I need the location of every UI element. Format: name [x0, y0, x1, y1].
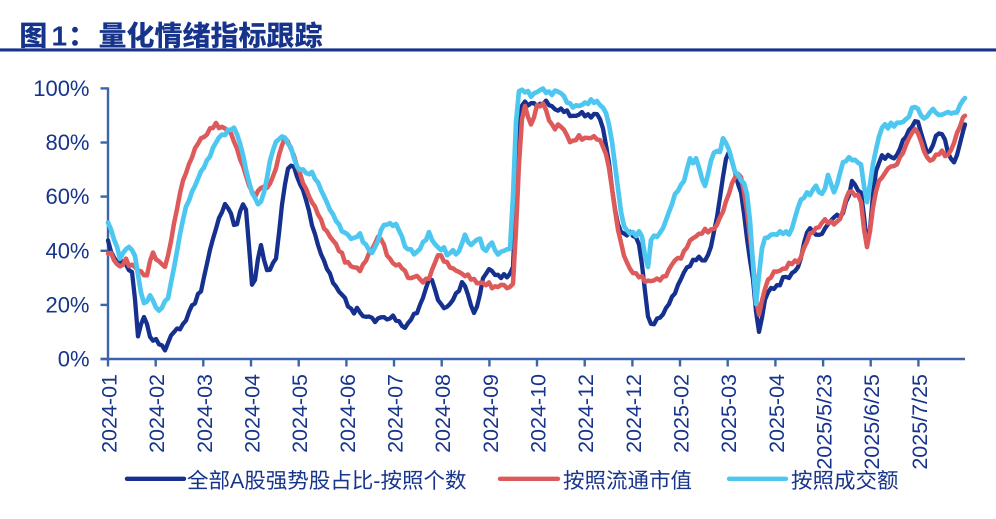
svg-text:1: 1 [52, 21, 68, 52]
svg-text:2025/5/23: 2025/5/23 [813, 374, 837, 470]
svg-text:100%: 100% [33, 76, 89, 101]
svg-text:40%: 40% [45, 238, 89, 263]
svg-text:20%: 20% [45, 293, 89, 318]
svg-text:2024-05: 2024-05 [288, 374, 312, 453]
svg-text:2024-07: 2024-07 [384, 374, 408, 453]
svg-text:2024-04: 2024-04 [241, 374, 265, 453]
svg-text:80%: 80% [45, 130, 89, 155]
svg-text:-: - [373, 469, 380, 493]
svg-text:2024-01: 2024-01 [98, 374, 122, 453]
svg-text:2025/7/25: 2025/7/25 [908, 374, 932, 470]
svg-text:2025/6/25: 2025/6/25 [860, 374, 884, 470]
svg-text:A: A [230, 469, 245, 493]
svg-text:2024-03: 2024-03 [193, 374, 217, 453]
svg-text:2025-03: 2025-03 [717, 374, 741, 453]
svg-text:2025-04: 2025-04 [765, 374, 789, 453]
svg-text:2024-12: 2024-12 [622, 374, 646, 453]
svg-text:2024-08: 2024-08 [431, 374, 455, 453]
svg-text:2024-12: 2024-12 [574, 374, 598, 453]
svg-text:2024-10: 2024-10 [527, 374, 551, 453]
svg-text:2024-09: 2024-09 [479, 374, 503, 453]
svg-text:2024-06: 2024-06 [336, 374, 360, 453]
svg-text:0%: 0% [58, 347, 90, 372]
svg-text:60%: 60% [45, 184, 89, 209]
svg-text:2024-02: 2024-02 [145, 374, 169, 453]
svg-text:2025-02: 2025-02 [670, 374, 694, 453]
